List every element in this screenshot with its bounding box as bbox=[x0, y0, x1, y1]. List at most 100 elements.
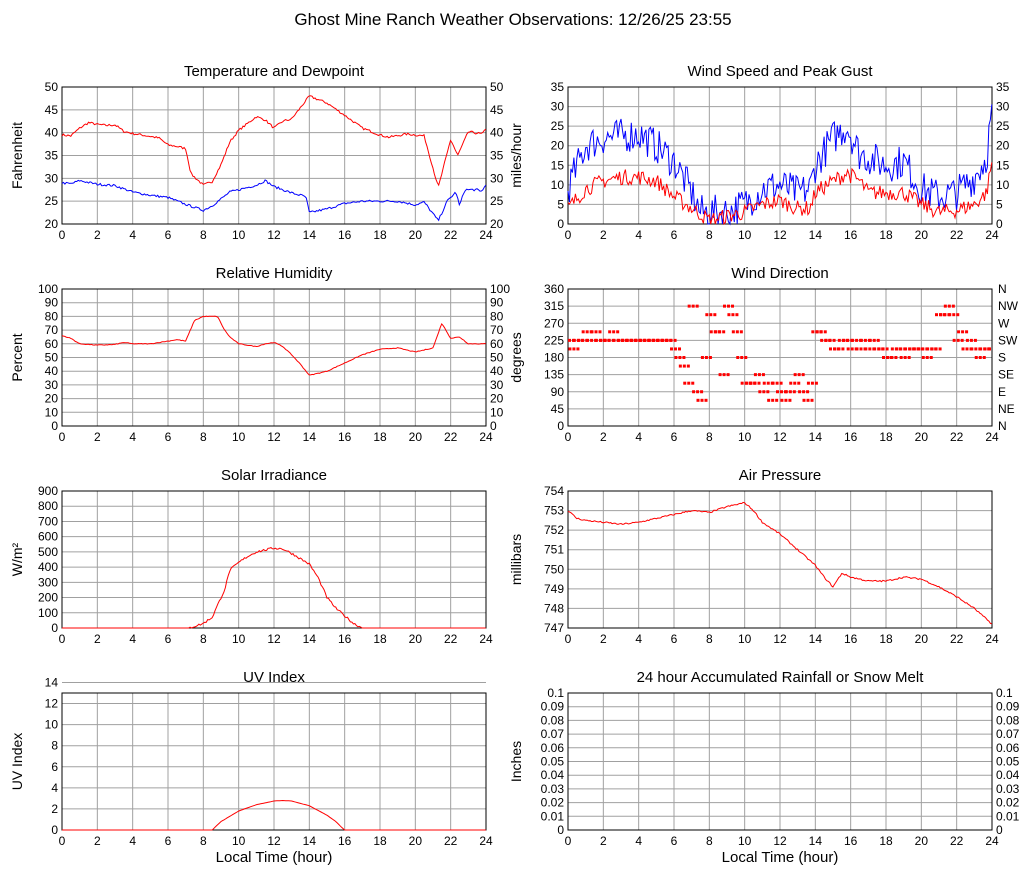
wind-direction-point bbox=[965, 338, 969, 342]
x-tick-label: 18 bbox=[879, 834, 893, 848]
wind-direction-point bbox=[988, 347, 991, 351]
x-tick-label: 18 bbox=[879, 632, 893, 646]
wind-direction-point bbox=[590, 330, 594, 334]
wind-direction-point bbox=[722, 330, 726, 334]
wind-direction-point bbox=[722, 373, 726, 377]
y-tick-label-right: 0 bbox=[490, 419, 497, 433]
y-tick-label: 100 bbox=[38, 282, 58, 296]
x-tick-label: 2 bbox=[94, 430, 101, 444]
x-tick-label: 22 bbox=[444, 430, 458, 444]
x-tick-label: 8 bbox=[200, 834, 207, 848]
wind-direction-point bbox=[828, 338, 832, 342]
y-tick-label-right: E bbox=[998, 385, 1006, 399]
chart-title: 24 hour Accumulated Rainfall or Snow Mel… bbox=[637, 669, 925, 686]
y-tick-label: 315 bbox=[544, 299, 564, 313]
x-tick-label: 2 bbox=[600, 228, 607, 242]
x-tick-label: 0 bbox=[59, 632, 66, 646]
wind-direction-point bbox=[877, 347, 881, 351]
y-tick-label: 747 bbox=[544, 621, 564, 635]
y-tick-label: 20 bbox=[45, 217, 59, 231]
x-tick-label: 8 bbox=[706, 430, 713, 444]
y-tick-label-right: 90 bbox=[490, 296, 504, 310]
y-tick-label: 90 bbox=[45, 296, 59, 310]
wind-direction-point bbox=[661, 338, 665, 342]
y-tick-label-right: 5 bbox=[996, 197, 1003, 211]
x-tick-label: 0 bbox=[565, 430, 572, 444]
wind-direction-point bbox=[784, 398, 788, 402]
wind-direction-point bbox=[960, 338, 964, 342]
x-tick-label: 6 bbox=[671, 430, 678, 444]
wind-direction-point bbox=[873, 347, 877, 351]
chart-title: Relative Humidity bbox=[216, 265, 333, 282]
wind-direction-point bbox=[704, 398, 708, 402]
x-tick-label: 12 bbox=[773, 632, 787, 646]
wind-direction-point bbox=[876, 338, 880, 342]
y-tick-label: 800 bbox=[38, 499, 58, 513]
x-tick-label: 6 bbox=[671, 632, 678, 646]
wind-direction-point bbox=[617, 338, 620, 342]
y-tick-label: 0.02 bbox=[541, 796, 565, 810]
wind-direction-point bbox=[568, 338, 571, 342]
wind-direction-point bbox=[974, 356, 978, 359]
wind-direction-point bbox=[775, 381, 779, 385]
x-tick-label: 14 bbox=[303, 834, 317, 848]
wind-direction-point bbox=[603, 338, 607, 342]
wind-direction-point bbox=[907, 356, 911, 359]
y-tick-label-right: 60 bbox=[490, 337, 504, 351]
x-tick-label: 22 bbox=[444, 228, 458, 242]
y-tick-label: 400 bbox=[38, 560, 58, 574]
wind-direction-point bbox=[895, 347, 899, 351]
wind-direction-point bbox=[806, 398, 810, 402]
wind-direction-point bbox=[788, 390, 792, 394]
wind-direction-point bbox=[753, 373, 757, 377]
wind-direction-point bbox=[894, 356, 898, 359]
wind-direction-point bbox=[829, 347, 832, 351]
wind-direction-point bbox=[797, 373, 801, 377]
x-tick-label: 12 bbox=[773, 430, 787, 444]
wind-direction-point bbox=[708, 356, 712, 359]
wind-direction-point bbox=[797, 381, 801, 385]
y-tick-label: 754 bbox=[544, 484, 564, 498]
wind-direction-point bbox=[572, 347, 576, 351]
x-tick-label: 4 bbox=[129, 430, 136, 444]
wind-direction-point bbox=[855, 347, 859, 351]
wind-direction-point bbox=[855, 338, 859, 342]
x-tick-label: 12 bbox=[267, 834, 281, 848]
wind-direction-point bbox=[956, 338, 960, 342]
y-tick-label-right: 25 bbox=[996, 119, 1010, 133]
wind-direction-point bbox=[925, 356, 929, 359]
x-tick-label: 20 bbox=[915, 834, 929, 848]
wind-direction-point bbox=[757, 373, 761, 377]
wind-direction-point bbox=[709, 330, 713, 334]
y-tick-label: 30 bbox=[45, 171, 59, 185]
x-tick-label: 8 bbox=[706, 834, 713, 848]
y-tick-label: 45 bbox=[45, 103, 59, 117]
y-tick-label: 70 bbox=[45, 323, 59, 337]
y-tick-label: 0.05 bbox=[541, 755, 565, 769]
wind-direction-point bbox=[973, 338, 977, 342]
wind-direction-point bbox=[776, 390, 779, 394]
y-tick-label: 10 bbox=[551, 178, 565, 192]
wind-direction-point bbox=[846, 338, 850, 342]
wind-direction-point bbox=[700, 398, 704, 402]
chart-title: Wind Speed and Peak Gust bbox=[687, 63, 873, 80]
x-tick-label: 12 bbox=[773, 834, 787, 848]
series-line-wind-speed bbox=[567, 162, 993, 226]
series-line-peak-gust bbox=[567, 104, 993, 226]
y-tick-label: 0.09 bbox=[541, 700, 565, 714]
wind-direction-point bbox=[700, 356, 704, 359]
x-tick-label: 16 bbox=[844, 632, 858, 646]
y-tick-label: 360 bbox=[544, 282, 564, 296]
wind-direction-point bbox=[908, 347, 912, 351]
x-tick-label: 18 bbox=[879, 430, 893, 444]
y-tick-label: 35 bbox=[45, 149, 59, 163]
wind-direction-point bbox=[899, 347, 903, 351]
x-tick-label: 4 bbox=[129, 632, 136, 646]
y-tick-label: 10 bbox=[45, 718, 59, 732]
wind-direction-point bbox=[864, 347, 868, 351]
x-tick-label: 6 bbox=[671, 834, 678, 848]
wind-direction-point bbox=[568, 347, 572, 351]
x-tick-label: 20 bbox=[915, 228, 929, 242]
y-tick-label-right: 35 bbox=[490, 149, 504, 163]
